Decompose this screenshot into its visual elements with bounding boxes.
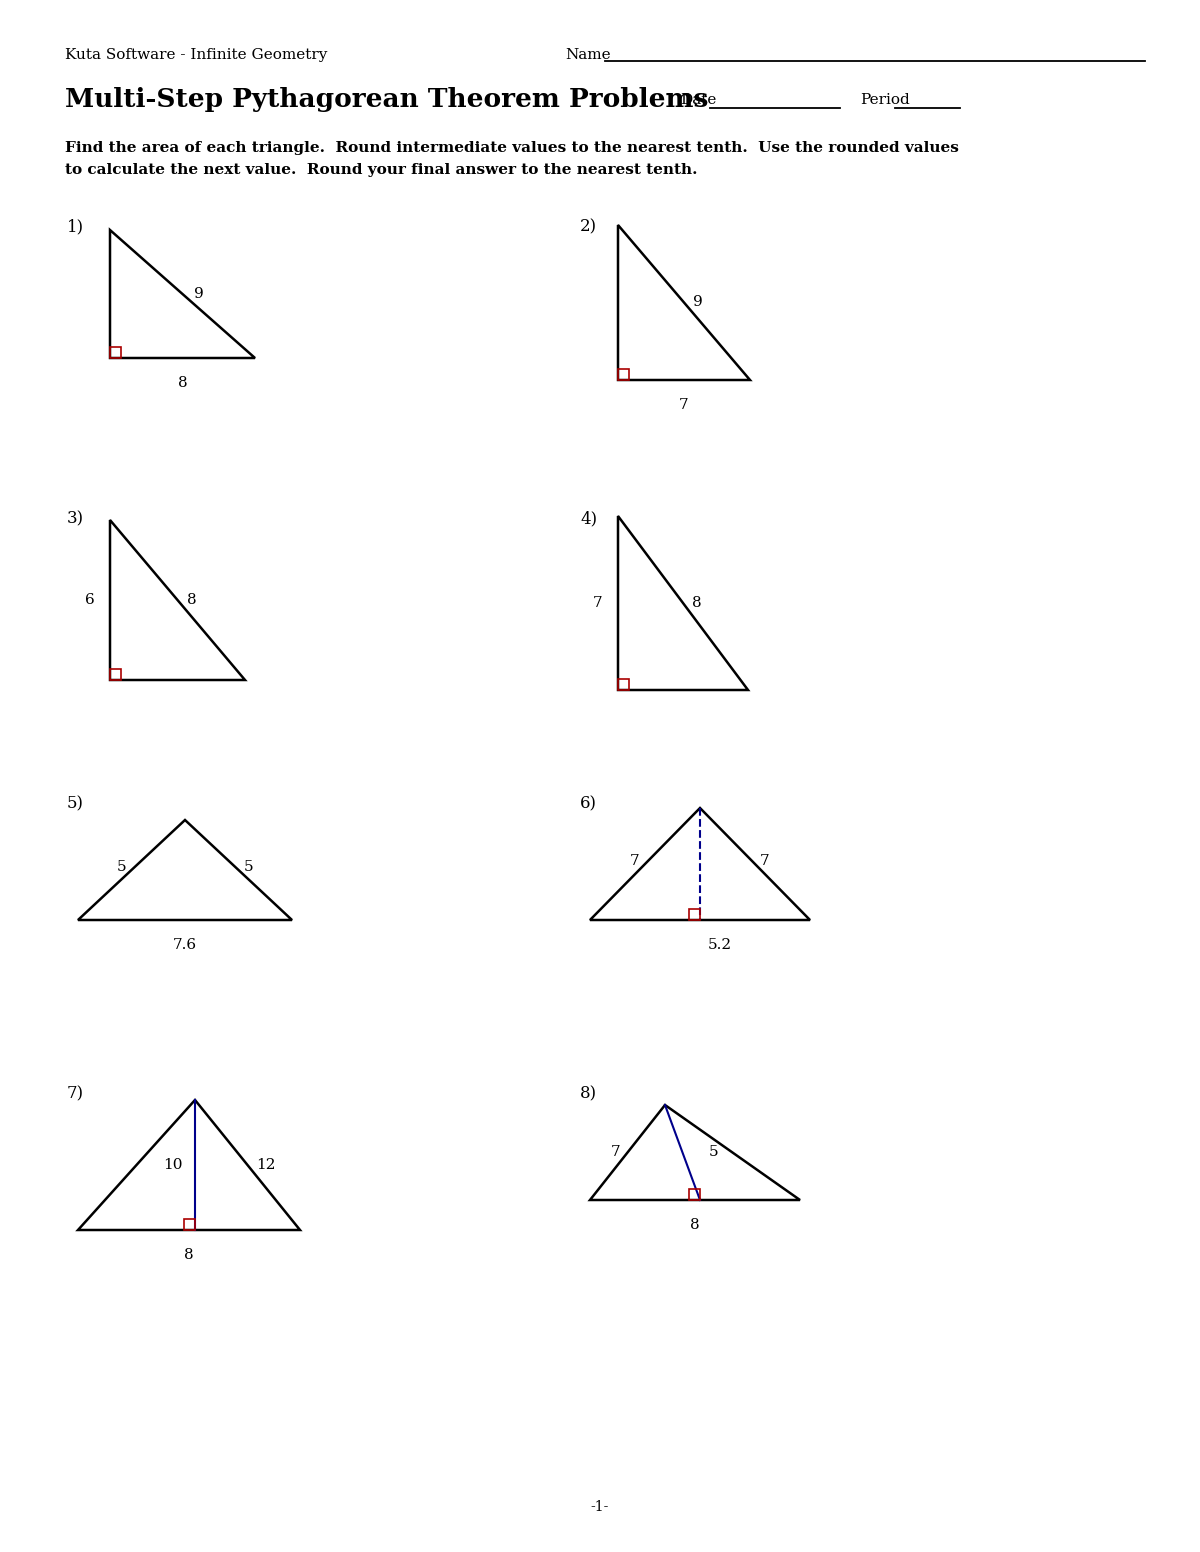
Text: 5): 5) — [67, 795, 84, 812]
Text: Period: Period — [860, 93, 910, 107]
Text: 6): 6) — [580, 795, 598, 812]
Text: 7: 7 — [611, 1145, 620, 1159]
Text: 2): 2) — [580, 217, 598, 234]
Text: 7: 7 — [760, 854, 770, 868]
Text: 8): 8) — [580, 1085, 598, 1102]
Text: 8: 8 — [187, 593, 197, 607]
Text: 7): 7) — [67, 1085, 84, 1102]
Text: Kuta Software - Infinite Geometry: Kuta Software - Infinite Geometry — [65, 48, 328, 62]
Text: 3): 3) — [67, 511, 84, 528]
Text: to calculate the next value.  Round your final answer to the nearest tenth.: to calculate the next value. Round your … — [65, 163, 697, 177]
Text: 8: 8 — [178, 376, 187, 390]
Text: 5: 5 — [709, 1145, 719, 1159]
Text: 9: 9 — [193, 287, 203, 301]
Text: 9: 9 — [694, 295, 703, 309]
Text: 8: 8 — [184, 1248, 194, 1262]
Text: -1-: -1- — [590, 1499, 610, 1515]
Text: 5: 5 — [116, 860, 126, 874]
Text: 10: 10 — [163, 1158, 182, 1172]
Text: 12: 12 — [256, 1158, 275, 1172]
Text: 7.6: 7.6 — [173, 937, 197, 951]
Text: 7: 7 — [593, 596, 602, 610]
Text: 7: 7 — [630, 854, 640, 868]
Text: 8: 8 — [690, 1218, 700, 1232]
Text: 8: 8 — [692, 596, 702, 610]
Text: Find the area of each triangle.  Round intermediate values to the nearest tenth.: Find the area of each triangle. Round in… — [65, 141, 959, 155]
Text: 1): 1) — [67, 217, 84, 234]
Text: 5.2: 5.2 — [708, 937, 732, 951]
Text: 5: 5 — [244, 860, 253, 874]
Text: 6: 6 — [85, 593, 95, 607]
Text: Name: Name — [565, 48, 611, 62]
Text: 7: 7 — [679, 397, 689, 411]
Text: 4): 4) — [580, 511, 598, 528]
Text: Date: Date — [680, 93, 716, 107]
Text: Multi-Step Pythagorean Theorem Problems: Multi-Step Pythagorean Theorem Problems — [65, 87, 708, 112]
